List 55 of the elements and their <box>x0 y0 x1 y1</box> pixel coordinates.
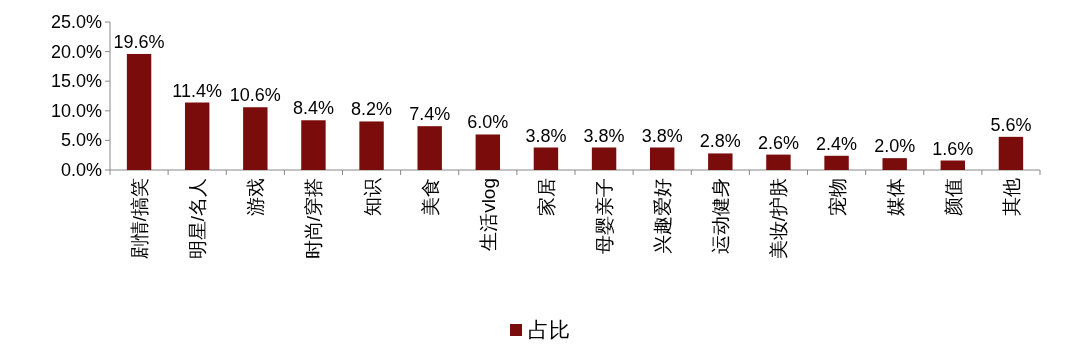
data-label: 2.0% <box>874 136 916 157</box>
data-label: 8.4% <box>292 98 334 119</box>
bar <box>533 147 559 170</box>
data-label: 19.6% <box>113 31 165 52</box>
x-tick-label: 生活vlog <box>477 178 499 251</box>
x-tick-label: 运动健身 <box>710 178 732 254</box>
data-label: 5.6% <box>990 114 1032 135</box>
bar <box>301 120 326 170</box>
x-tick-label: 游戏 <box>245 178 267 216</box>
x-tick-label: 母婴亲子 <box>594 178 616 254</box>
data-label: 8.2% <box>351 99 393 120</box>
x-tick-label: 剧情/搞笑 <box>129 178 151 260</box>
y-tick-label: 15.0% <box>50 71 102 92</box>
bar <box>475 134 501 170</box>
x-tick-label: 知识 <box>361 178 383 216</box>
data-label: 2.8% <box>699 131 741 152</box>
data-label: 1.6% <box>932 138 974 159</box>
x-tick-label: 美妆/护肤 <box>768 178 790 260</box>
y-tick-label: 25.0% <box>50 12 102 32</box>
bar <box>940 160 966 170</box>
data-label: 2.4% <box>816 133 858 154</box>
y-tick-label: 0.0% <box>60 160 102 180</box>
data-label: 7.4% <box>409 104 451 125</box>
x-tick-label: 媒体 <box>884 178 906 216</box>
x-tick-label: 兴趣爱好 <box>652 178 674 254</box>
x-tick-label: 其他 <box>1000 178 1022 216</box>
bar <box>243 107 268 170</box>
bar <box>882 158 907 170</box>
bar <box>649 147 675 170</box>
bar <box>591 147 617 170</box>
data-label: 3.8% <box>583 125 625 146</box>
legend-label: 占比 <box>528 318 570 341</box>
bar <box>708 153 733 170</box>
x-tick-label: 明星/名人 <box>187 178 209 260</box>
x-tick-label: 颜值 <box>942 178 964 216</box>
bar <box>998 136 1024 170</box>
bar <box>417 126 442 170</box>
data-label: 3.8% <box>641 125 683 146</box>
bar <box>126 53 152 170</box>
x-tick-label: 宠物 <box>826 178 848 216</box>
x-tick-label: 时尚/穿搭 <box>303 178 325 260</box>
x-tick-label: 美食 <box>419 178 441 216</box>
bar <box>766 154 791 170</box>
y-tick-label: 5.0% <box>60 130 102 151</box>
data-label: 6.0% <box>467 112 509 133</box>
data-label: 10.6% <box>229 85 281 106</box>
y-tick-label: 20.0% <box>50 41 102 62</box>
y-tick-label: 10.0% <box>50 100 102 121</box>
x-tick-label: 家居 <box>535 178 557 216</box>
bar <box>184 102 210 170</box>
data-label: 2.6% <box>757 132 799 153</box>
data-label: 3.8% <box>525 125 567 146</box>
bar <box>824 155 849 170</box>
bar <box>359 121 384 170</box>
data-label: 11.4% <box>172 80 223 101</box>
